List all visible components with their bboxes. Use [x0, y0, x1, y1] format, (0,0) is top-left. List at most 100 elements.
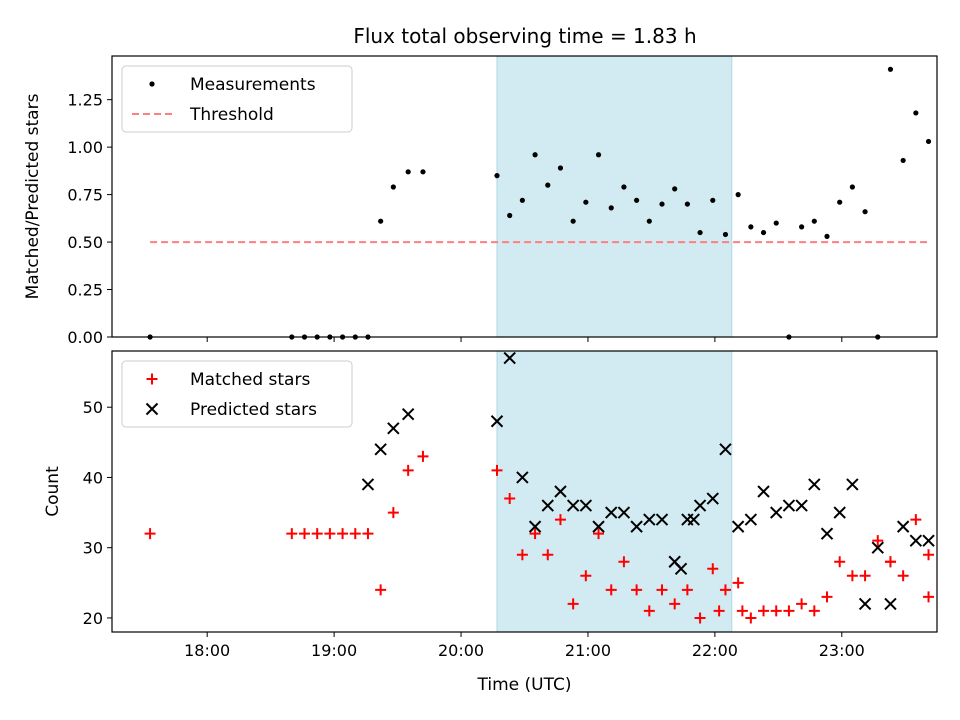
y-axis-label: Matched/Predicted stars: [23, 93, 43, 299]
x-tick-label: 18:00: [184, 641, 230, 660]
x-tick-label: 23:00: [819, 641, 865, 660]
axes-frame: [111, 55, 938, 338]
data-point: [375, 584, 387, 596]
data-point: [324, 528, 336, 540]
data-point: [634, 197, 640, 203]
data-point: [592, 520, 605, 533]
data-point: [608, 205, 614, 211]
legend-x-icon: [145, 402, 159, 416]
data-point: [710, 197, 716, 203]
data-point: [672, 186, 678, 192]
data-point: [583, 199, 589, 205]
data-point: [554, 485, 567, 498]
data-point: [617, 506, 631, 519]
legend-box: [121, 65, 353, 133]
data-point: [643, 513, 656, 526]
data-point: [519, 197, 525, 203]
bottom-axes: 20 30 40 50 18:00 19:00 20:00 21:00 22:00 23:00 Co…: [43, 350, 938, 695]
data-point: [757, 485, 770, 498]
data-point: [799, 224, 805, 230]
data-point: [567, 598, 579, 610]
data-point: [390, 184, 396, 190]
data-point: [374, 443, 387, 456]
data-point: [554, 514, 566, 526]
x-tick-label: 19:00: [311, 641, 357, 660]
legend-box: [121, 360, 353, 428]
data-point: [736, 605, 748, 617]
data-point: [849, 184, 855, 190]
data-point: [884, 597, 897, 611]
legend-dot-icon: [149, 81, 155, 87]
data-point: [758, 605, 770, 617]
legend: Measurements Threshold: [121, 65, 353, 133]
data-point: [693, 499, 707, 512]
data-point: [541, 499, 554, 512]
data-point: [687, 513, 700, 526]
data-point: [579, 499, 593, 512]
y-tick-label: 30: [83, 539, 103, 558]
data-point: [405, 169, 411, 175]
data-point: [674, 562, 688, 575]
data-point: [862, 209, 868, 215]
legend: Matched stars Predicted stars: [121, 360, 353, 428]
y-tick-label: 0.50: [67, 233, 103, 252]
data-point: [706, 492, 719, 505]
data-point: [570, 218, 576, 224]
data-point: [631, 584, 643, 596]
x-tick-label: 22:00: [692, 641, 738, 660]
data-point: [872, 535, 884, 547]
data-point: [529, 528, 541, 540]
data-point: [144, 528, 156, 540]
data-point: [783, 605, 795, 617]
data-point: [593, 528, 605, 540]
highlight-span: [496, 55, 733, 338]
data-point: [820, 527, 834, 540]
top-axes: 0.00 0.25 0.50 0.75 1.00 1.25 Matched/Predicte…: [23, 55, 938, 347]
legend-label: Matched stars: [190, 370, 310, 390]
y-tick-label: 20: [83, 609, 103, 628]
data-point: [387, 507, 399, 519]
data-point: [871, 541, 884, 554]
data-point: [782, 499, 796, 512]
data-point: [760, 229, 767, 236]
data-point: [402, 464, 414, 476]
legend-label: Measurements: [190, 75, 316, 95]
data-point: [834, 556, 846, 568]
data-point: [773, 220, 779, 226]
data-point: [707, 563, 719, 575]
data-point: [516, 471, 529, 484]
data-point: [532, 152, 538, 158]
data-point: [528, 520, 542, 533]
data-point: [490, 415, 504, 428]
data-point: [735, 192, 741, 198]
data-point: [923, 591, 935, 603]
data-point: [808, 478, 821, 491]
data-point: [401, 408, 415, 421]
data-point: [643, 605, 655, 617]
legend-plus-icon: [146, 373, 158, 385]
data-point: [722, 231, 729, 238]
data-point: [566, 499, 580, 512]
data-point: [909, 534, 923, 547]
data-point: [580, 570, 592, 582]
data-point: [669, 598, 681, 610]
data-point: [824, 233, 830, 239]
data-point: [507, 212, 513, 219]
data-point: [659, 201, 665, 207]
series-matched-stars: [144, 450, 935, 624]
data-point: [887, 66, 894, 72]
data-point: [630, 520, 643, 533]
data-point: [655, 513, 669, 526]
data-point: [900, 157, 906, 164]
data-point: [694, 612, 706, 624]
data-point: [646, 218, 652, 224]
data-point: [417, 450, 429, 462]
data-point: [311, 528, 323, 540]
data-point: [420, 169, 426, 175]
data-point: [719, 584, 731, 596]
data-point: [811, 218, 817, 224]
data-point: [621, 184, 627, 190]
data-point: [337, 528, 349, 540]
data-point: [362, 528, 374, 540]
